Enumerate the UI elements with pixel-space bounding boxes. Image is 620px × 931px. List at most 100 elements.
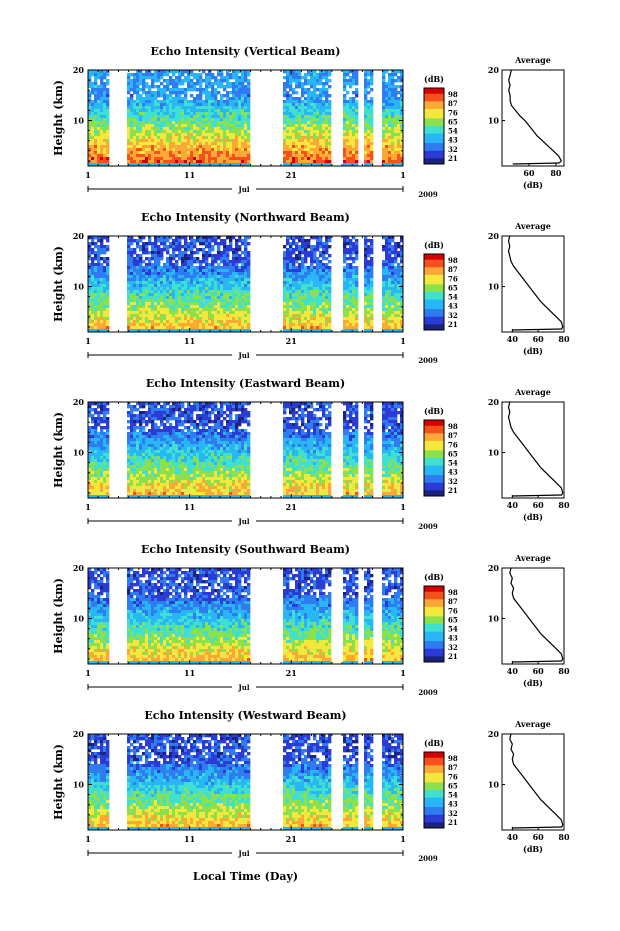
x-tick-label: 1 <box>400 668 406 678</box>
average-y-tick-label: 20 <box>488 65 500 75</box>
average-profile-line <box>507 235 564 330</box>
average-y-tick-label: 10 <box>488 116 500 126</box>
colorbar <box>423 419 445 497</box>
average-x-label: (dB) <box>523 512 543 522</box>
average-profile-line <box>509 733 564 828</box>
average-frame <box>501 235 565 333</box>
colorbar-tick-label: 43 <box>448 136 458 145</box>
x-tick-label: 1 <box>85 834 91 844</box>
average-title: Average <box>514 387 551 397</box>
average-x-tick-label: 60 <box>533 500 545 510</box>
colorbar-tick-label: 87 <box>448 763 458 772</box>
plot-frame <box>87 567 404 665</box>
panel-title: Echo Intensity (Southward Beam) <box>141 543 350 556</box>
colorbar-tick-label: 21 <box>448 154 458 163</box>
average-title: Average <box>514 221 551 231</box>
colorbar-tick-label: 87 <box>448 431 458 440</box>
x-tick-label: 1 <box>400 170 406 180</box>
colorbar-tick-label: 54 <box>448 625 458 634</box>
colorbar-tick-label: 21 <box>448 652 458 661</box>
colorbar-tick-label: 21 <box>448 320 458 329</box>
colorbar-tick-label: 32 <box>448 311 458 320</box>
colorbar <box>423 751 445 829</box>
colorbar-tick-label: 98 <box>448 754 458 763</box>
average-x-tick-label: 40 <box>507 832 519 842</box>
y-tick-label: 20 <box>73 397 85 407</box>
heatmap-image <box>88 568 404 665</box>
x-tick-label: 21 <box>286 336 297 346</box>
panel-title: Echo Intensity (Vertical Beam) <box>150 45 340 58</box>
colorbar-tick-label: 98 <box>448 588 458 597</box>
colorbar-tick-label: 76 <box>448 274 458 283</box>
average-profile-line <box>508 69 563 164</box>
year-label: 2009 <box>418 688 438 697</box>
average-x-tick-label: 60 <box>533 666 545 676</box>
average-x-tick-label: 80 <box>558 500 570 510</box>
y-axis-label: Height (km) <box>52 246 65 322</box>
colorbar-tick-label: 32 <box>448 477 458 486</box>
year-label: 2009 <box>418 356 438 365</box>
colorbar-unit: (dB) <box>424 240 444 250</box>
average-title: Average <box>514 719 551 729</box>
colorbar-tick-label: 21 <box>448 486 458 495</box>
panel-1: Echo Intensity (Vertical Beam) 10 20 Height… <box>52 45 565 199</box>
average-x-label: (dB) <box>523 346 543 356</box>
month-label: Jul <box>237 517 249 526</box>
x-tick-label: 11 <box>184 834 195 844</box>
colorbar-tick-label: 65 <box>448 781 458 790</box>
colorbar-tick-label: 43 <box>448 468 458 477</box>
colorbar-tick-label: 43 <box>448 302 458 311</box>
y-tick-label: 10 <box>73 780 85 790</box>
colorbar-unit: (dB) <box>424 738 444 748</box>
x-tick-label: 1 <box>85 336 91 346</box>
plot-frame <box>87 69 404 167</box>
colorbar-tick-label: 76 <box>448 606 458 615</box>
x-tick-label: 1 <box>85 170 91 180</box>
y-tick-label: 20 <box>73 729 85 739</box>
colorbar-tick-label: 54 <box>448 791 458 800</box>
panel-2: Echo Intensity (Northward Beam) 10 20 Heigh… <box>52 211 570 365</box>
colorbar-tick-label: 65 <box>448 615 458 624</box>
average-profile-line <box>507 401 564 496</box>
x-tick-label: 21 <box>286 668 297 678</box>
panel-title: Echo Intensity (Eastward Beam) <box>146 377 345 390</box>
average-frame <box>501 69 565 167</box>
plot-frame <box>87 235 404 333</box>
y-axis-label: Height (km) <box>52 80 65 156</box>
heatmap-image <box>88 70 404 167</box>
average-x-label: (dB) <box>523 844 543 854</box>
year-label: 2009 <box>418 854 438 863</box>
colorbar-tick-label: 54 <box>448 459 458 468</box>
y-tick-label: 10 <box>73 448 85 458</box>
x-tick-label: 1 <box>400 336 406 346</box>
y-tick-label: 20 <box>73 231 85 241</box>
colorbar <box>423 585 445 663</box>
colorbar-tick-label: 98 <box>448 256 458 265</box>
colorbar-tick-label: 87 <box>448 597 458 606</box>
colorbar-tick-label: 76 <box>448 440 458 449</box>
heatmap-image <box>88 236 404 333</box>
average-profile-line <box>509 567 564 662</box>
average-x-tick-label: 80 <box>558 832 570 842</box>
colorbar-tick-label: 65 <box>448 283 458 292</box>
x-tick-label: 11 <box>184 668 195 678</box>
colorbar-tick-label: 21 <box>448 818 458 827</box>
colorbar-tick-label: 54 <box>448 127 458 136</box>
average-title: Average <box>514 55 551 65</box>
heatmap-image <box>88 402 404 499</box>
colorbar <box>423 87 445 165</box>
average-frame <box>501 567 565 665</box>
panel-title: Echo Intensity (Westward Beam) <box>144 709 346 722</box>
colorbar-tick-label: 43 <box>448 634 458 643</box>
plot-frame <box>87 733 404 831</box>
y-tick-label: 10 <box>73 116 85 126</box>
year-label: 2009 <box>418 522 438 531</box>
x-tick-label: 21 <box>286 502 297 512</box>
month-label: Jul <box>237 185 249 194</box>
y-axis-label: Height (km) <box>52 412 65 488</box>
panel-5: Echo Intensity (Westward Beam) 10 20 Height… <box>52 709 570 863</box>
colorbar-tick-label: 76 <box>448 772 458 781</box>
x-tick-label: 11 <box>184 170 195 180</box>
average-x-tick-label: 40 <box>507 500 519 510</box>
heatmap-image <box>88 734 404 831</box>
